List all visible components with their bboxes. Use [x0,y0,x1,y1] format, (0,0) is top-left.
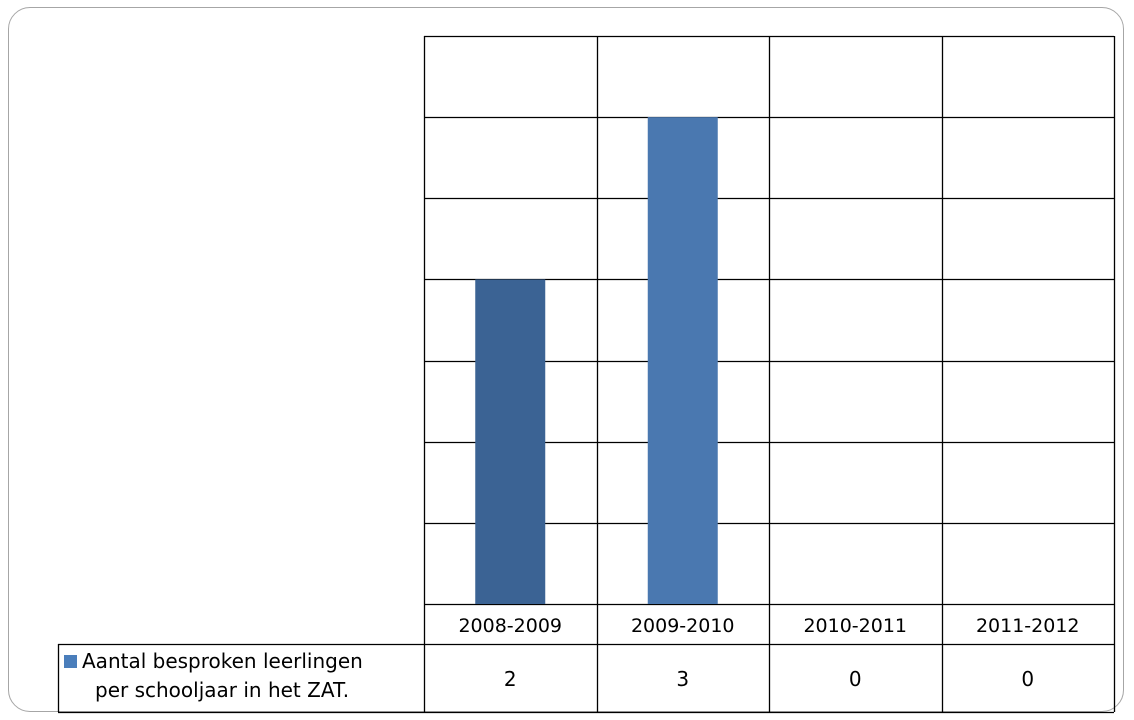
value-cell: 2 [504,667,517,691]
value-cell: 3 [676,667,689,691]
bar-2009-2010 [647,117,718,605]
legend-label-line1: Aantal besproken leerlingen [82,649,363,673]
legend-label-line2: per schooljaar in het ZAT. [95,678,349,702]
bars [475,117,718,605]
data-table: 2008-2009 2 2009-2010 3 2010-2011 0 2011-2012 0… [57,615,1114,714]
value-cell: 0 [849,667,862,691]
bar-2008-2009 [475,279,546,604]
x-tick-label: 2008-2009 [458,615,562,637]
x-tick-label: 2011-2012 [976,615,1080,637]
x-tick-label: 2010-2011 [803,615,907,637]
value-cell: 0 [1021,667,1034,691]
chart-frame [8,7,1124,712]
x-tick-label: 2009-2010 [631,615,735,637]
legend-marker [64,655,77,668]
